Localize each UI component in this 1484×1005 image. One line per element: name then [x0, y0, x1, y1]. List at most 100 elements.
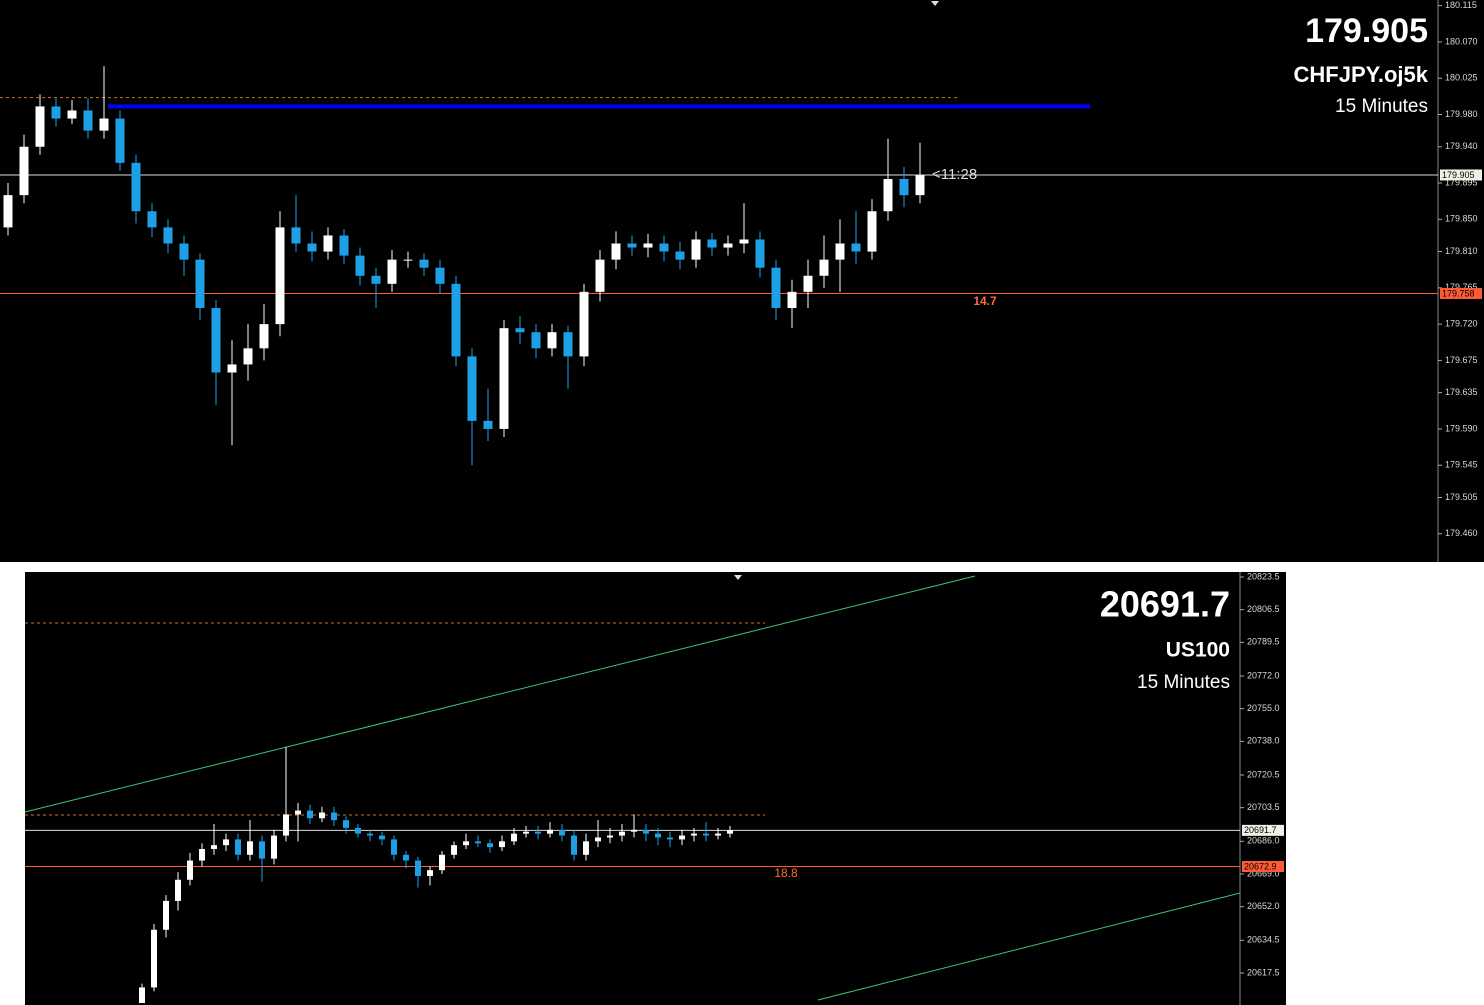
- y-tick-label: 20634.5: [1247, 935, 1280, 945]
- candle-body: [655, 833, 661, 838]
- candle-body: [515, 328, 525, 333]
- price-box: [1440, 287, 1482, 299]
- candle-body: [391, 839, 397, 855]
- candle-body: [247, 841, 253, 855]
- shift-marker[interactable]: [931, 1, 939, 6]
- candle-body: [211, 845, 217, 850]
- candle-body: [547, 332, 557, 349]
- candle-body: [83, 110, 93, 131]
- candle-body: [3, 195, 13, 228]
- candle-body: [667, 837, 673, 840]
- candle-body: [227, 364, 237, 373]
- candle-body: [787, 291, 797, 309]
- candle-body: [563, 332, 573, 357]
- candle-body: [331, 812, 337, 821]
- candle-body: [835, 243, 845, 260]
- y-tick-label: 179.590: [1445, 423, 1478, 433]
- price-box-label: 20672.9: [1244, 861, 1277, 871]
- timeframe: 15 Minutes: [1137, 672, 1230, 693]
- price-box-label: 20691.7: [1244, 825, 1277, 835]
- y-tick-label: 179.940: [1445, 141, 1478, 151]
- candle-body: [235, 839, 241, 855]
- y-tick-label: 20755.0: [1247, 703, 1280, 713]
- candle-body: [163, 900, 169, 930]
- y-tick-label: 179.895: [1445, 177, 1478, 187]
- candle-body: [195, 259, 205, 309]
- candle-body: [559, 829, 565, 836]
- candle-body: [739, 239, 749, 244]
- price-box: [1242, 824, 1284, 836]
- candle-body: [439, 854, 445, 871]
- y-tick-label: 179.980: [1445, 109, 1478, 119]
- candle-body: [467, 356, 477, 421]
- y-tick-label: 179.460: [1445, 528, 1478, 538]
- candle-body: [371, 275, 381, 284]
- y-tick-label: 179.505: [1445, 492, 1478, 502]
- candle-body: [643, 829, 649, 834]
- candle-body: [283, 814, 289, 836]
- spread-label: 18.8: [774, 866, 798, 880]
- candle-body: [619, 831, 625, 836]
- candle-body: [451, 845, 457, 855]
- candle-body: [463, 841, 469, 846]
- candle-body: [547, 829, 553, 834]
- candle-body: [451, 283, 461, 357]
- candle-body: [679, 835, 685, 840]
- candle-body: [139, 987, 145, 1003]
- candle-body: [475, 841, 481, 844]
- last-price: 179.905: [1305, 12, 1428, 50]
- y-tick-label: 179.635: [1445, 387, 1478, 397]
- y-tick-label: 20772.0: [1247, 670, 1280, 680]
- y-tick-label: 179.850: [1445, 214, 1478, 224]
- y-tick-label: 20806.5: [1247, 604, 1280, 614]
- candle-body: [435, 267, 445, 284]
- candle-body: [259, 324, 269, 349]
- candle-body: [583, 841, 589, 855]
- spread-label: 14.7: [973, 294, 997, 308]
- candle-body: [691, 833, 697, 836]
- candle-body: [611, 243, 621, 260]
- candle-body: [403, 854, 409, 861]
- candle-body: [35, 106, 45, 147]
- symbol: US100: [1166, 639, 1230, 662]
- candle-body: [403, 259, 413, 261]
- candle-body: [499, 841, 505, 848]
- y-tick-label: 179.545: [1445, 460, 1478, 470]
- candle-body: [323, 235, 333, 252]
- shift-marker[interactable]: [734, 575, 742, 580]
- price-box-label: 179.758: [1442, 288, 1475, 298]
- candle-body: [51, 106, 61, 119]
- candle-body: [883, 179, 893, 212]
- candle-body: [643, 243, 653, 248]
- candle-body: [147, 211, 157, 228]
- candle-body: [691, 239, 701, 260]
- candle-body: [607, 835, 613, 838]
- candle-body: [223, 839, 229, 846]
- candle-body: [571, 835, 577, 855]
- y-tick-label: 179.765: [1445, 282, 1478, 292]
- candle-body: [295, 810, 301, 815]
- candle-body: [367, 833, 373, 836]
- candle-body: [415, 860, 421, 876]
- candle-body: [67, 110, 77, 119]
- candle-body: [579, 291, 589, 357]
- y-tick-label: 180.070: [1445, 36, 1478, 46]
- candle-body: [595, 837, 601, 842]
- candle-body: [343, 820, 349, 828]
- symbol: CHFJPY.oj5k: [1294, 62, 1429, 87]
- candle-body: [487, 843, 493, 848]
- candle-body: [915, 174, 925, 196]
- channel-line: [817, 892, 1240, 1001]
- price-box-label: 179.905: [1442, 170, 1475, 180]
- y-tick-label: 179.675: [1445, 355, 1478, 365]
- candle-body: [379, 835, 385, 840]
- candle-body: [243, 348, 253, 365]
- y-tick-label: 179.810: [1445, 246, 1478, 256]
- candle-body: [307, 243, 317, 252]
- y-tick-label: 20789.5: [1247, 637, 1280, 647]
- candle-body: [511, 833, 517, 842]
- plot: [0, 66, 1438, 466]
- candle-body: [631, 829, 637, 832]
